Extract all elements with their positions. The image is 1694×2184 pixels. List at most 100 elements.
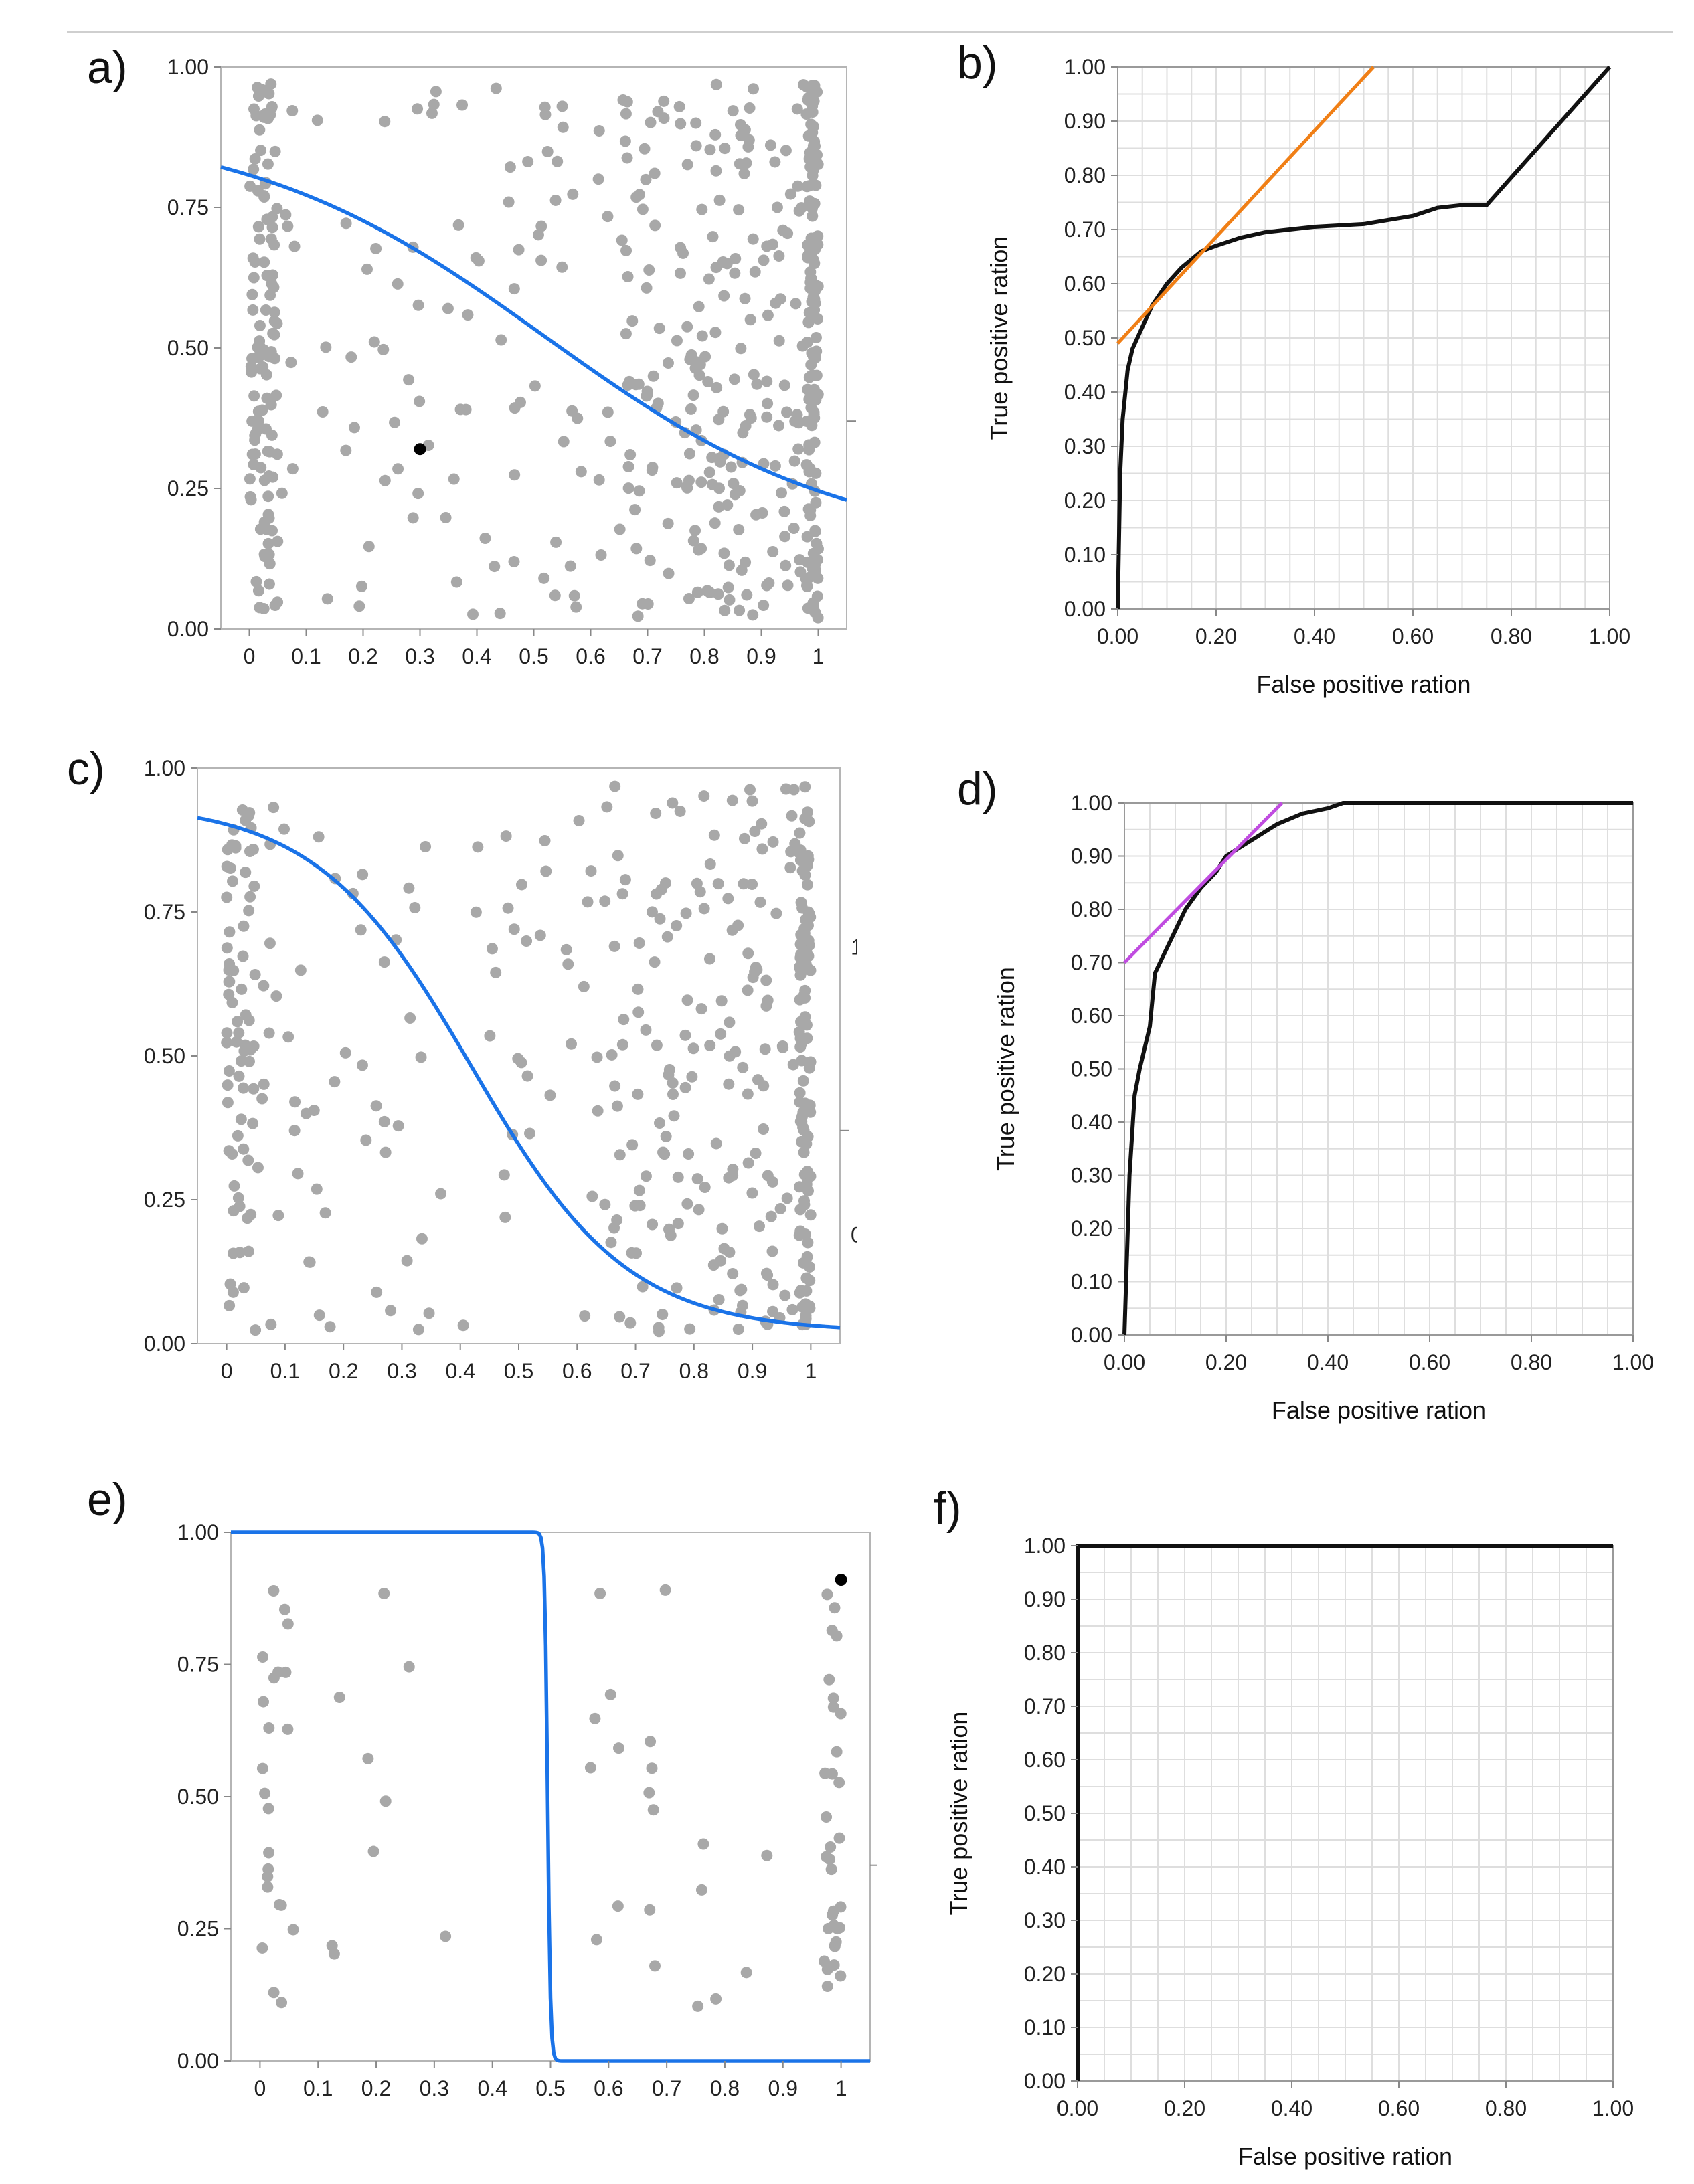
x-tick-label: 0.2 bbox=[329, 1359, 358, 1378]
scatter-point bbox=[802, 316, 815, 328]
scatter-point bbox=[834, 1922, 846, 1934]
y-tick-label: 0.10 bbox=[1071, 1270, 1112, 1294]
scatter-point bbox=[611, 1100, 623, 1112]
scatter-point bbox=[794, 566, 807, 578]
scatter-point bbox=[710, 1138, 722, 1150]
scatter-point bbox=[495, 334, 507, 346]
x-tick-label: 0.1 bbox=[303, 2076, 333, 2100]
scatter-point bbox=[736, 1283, 748, 1295]
scatter-point bbox=[599, 1198, 611, 1210]
scatter-point bbox=[647, 370, 659, 382]
scatter-point bbox=[263, 578, 275, 590]
scatter-point bbox=[272, 1210, 284, 1222]
scatter-point bbox=[747, 609, 759, 621]
scatter-point bbox=[747, 233, 759, 245]
y-axis-title: True positive ration bbox=[985, 236, 1013, 440]
x-tick-label: 0.60 bbox=[1392, 624, 1434, 648]
scatter-point bbox=[285, 357, 297, 369]
scatter-point bbox=[340, 444, 352, 456]
scatter-point bbox=[245, 494, 257, 506]
scatter-point bbox=[681, 159, 693, 171]
y-tick-label: 0.00 bbox=[177, 2049, 219, 2073]
scatter-point bbox=[570, 601, 582, 613]
scatter-point bbox=[415, 1051, 427, 1063]
scatter-point bbox=[262, 1863, 274, 1875]
scatter-point bbox=[248, 390, 260, 402]
y-tick-label: 1.00 bbox=[1024, 1534, 1066, 1558]
scatter-point bbox=[618, 1014, 630, 1026]
scatter-point bbox=[616, 1038, 628, 1051]
y-tick-label: 0.30 bbox=[1071, 1164, 1112, 1188]
scatter-point bbox=[756, 843, 768, 855]
scatter-point bbox=[797, 1075, 809, 1087]
scatter-point bbox=[619, 874, 631, 886]
x-tick-label: 0.00 bbox=[1097, 624, 1138, 648]
scatter-point bbox=[637, 598, 649, 610]
scatter-point bbox=[796, 864, 809, 877]
x-axis-title: False positive ration bbox=[1238, 2143, 1452, 2170]
scatter-point bbox=[260, 304, 272, 316]
scatter-point bbox=[288, 1125, 301, 1137]
panel-d-letter: d) bbox=[957, 763, 998, 814]
scatter-point bbox=[392, 463, 404, 475]
series-line-roc bbox=[1122, 801, 1633, 1336]
scatter-point bbox=[435, 1188, 447, 1200]
scatter-point bbox=[675, 118, 687, 130]
scatter-point bbox=[460, 403, 472, 416]
scatter-point bbox=[550, 536, 562, 548]
scatter-point bbox=[795, 897, 807, 909]
scatter-point bbox=[254, 339, 266, 351]
scatter-point bbox=[222, 1097, 234, 1109]
scatter-point bbox=[233, 1027, 245, 1039]
y-tick-label: 0.40 bbox=[1064, 380, 1106, 404]
x-tick-label: 0.3 bbox=[420, 2076, 449, 2100]
x-tick-label: 0.6 bbox=[594, 2076, 623, 2100]
scatter-point bbox=[827, 1692, 839, 1704]
panel-f-letter: f) bbox=[934, 1483, 962, 1534]
scatter-point bbox=[835, 1708, 847, 1720]
y-tick-label: 0.90 bbox=[1064, 109, 1106, 133]
scatter-point bbox=[266, 102, 278, 114]
scatter-point bbox=[659, 1584, 671, 1596]
scatter-point bbox=[630, 543, 643, 555]
scatter-point bbox=[810, 332, 822, 344]
scatter-point bbox=[426, 107, 438, 119]
series-line-roc bbox=[1116, 66, 1612, 610]
scatter-point bbox=[361, 263, 373, 275]
scatter-point bbox=[389, 416, 401, 428]
y-tick-label: 0.30 bbox=[1064, 434, 1106, 458]
scatter-point bbox=[750, 962, 762, 974]
scatter-point bbox=[644, 1904, 656, 1916]
y-tick-label: 0.20 bbox=[1071, 1216, 1112, 1241]
y-tick-label: 0.50 bbox=[144, 1044, 185, 1068]
scatter-point bbox=[791, 103, 803, 115]
scatter-point bbox=[556, 261, 568, 273]
scatter-point bbox=[539, 101, 551, 113]
scatter-point bbox=[799, 984, 811, 996]
scatter-point bbox=[633, 937, 645, 949]
scatter-point bbox=[246, 415, 258, 427]
x-tick-label: 0.7 bbox=[620, 1359, 650, 1378]
x-tick-label: 0.80 bbox=[1485, 2096, 1527, 2120]
scatter-point bbox=[743, 134, 755, 146]
highlight-point bbox=[835, 1574, 847, 1586]
scatter-point bbox=[829, 1602, 841, 1614]
scatter-point bbox=[733, 524, 745, 536]
scatter-point bbox=[795, 948, 807, 960]
scatter-point bbox=[695, 543, 707, 555]
scatter-point bbox=[602, 211, 614, 223]
scatter-point bbox=[663, 1069, 675, 1081]
scatter-point bbox=[423, 1307, 435, 1320]
scatter-point bbox=[470, 906, 482, 918]
x-tick-label: 1.00 bbox=[1589, 624, 1630, 648]
panel-c: c) 1 0 0.00 0.25 0.50 0.75 1.00 0 0.1 0.2 0.3 0.4 0.… bbox=[0, 736, 863, 1383]
scatter-point bbox=[802, 383, 814, 395]
scatter-point bbox=[248, 272, 260, 284]
y-tick-label: 0.25 bbox=[167, 476, 209, 500]
scatter-point bbox=[750, 1147, 762, 1159]
scatter-point bbox=[262, 537, 274, 549]
y-tick-label: 0.00 bbox=[144, 1332, 185, 1356]
scatter-point bbox=[780, 145, 792, 157]
scatter-point bbox=[703, 466, 715, 478]
scatter-point bbox=[799, 1011, 811, 1023]
